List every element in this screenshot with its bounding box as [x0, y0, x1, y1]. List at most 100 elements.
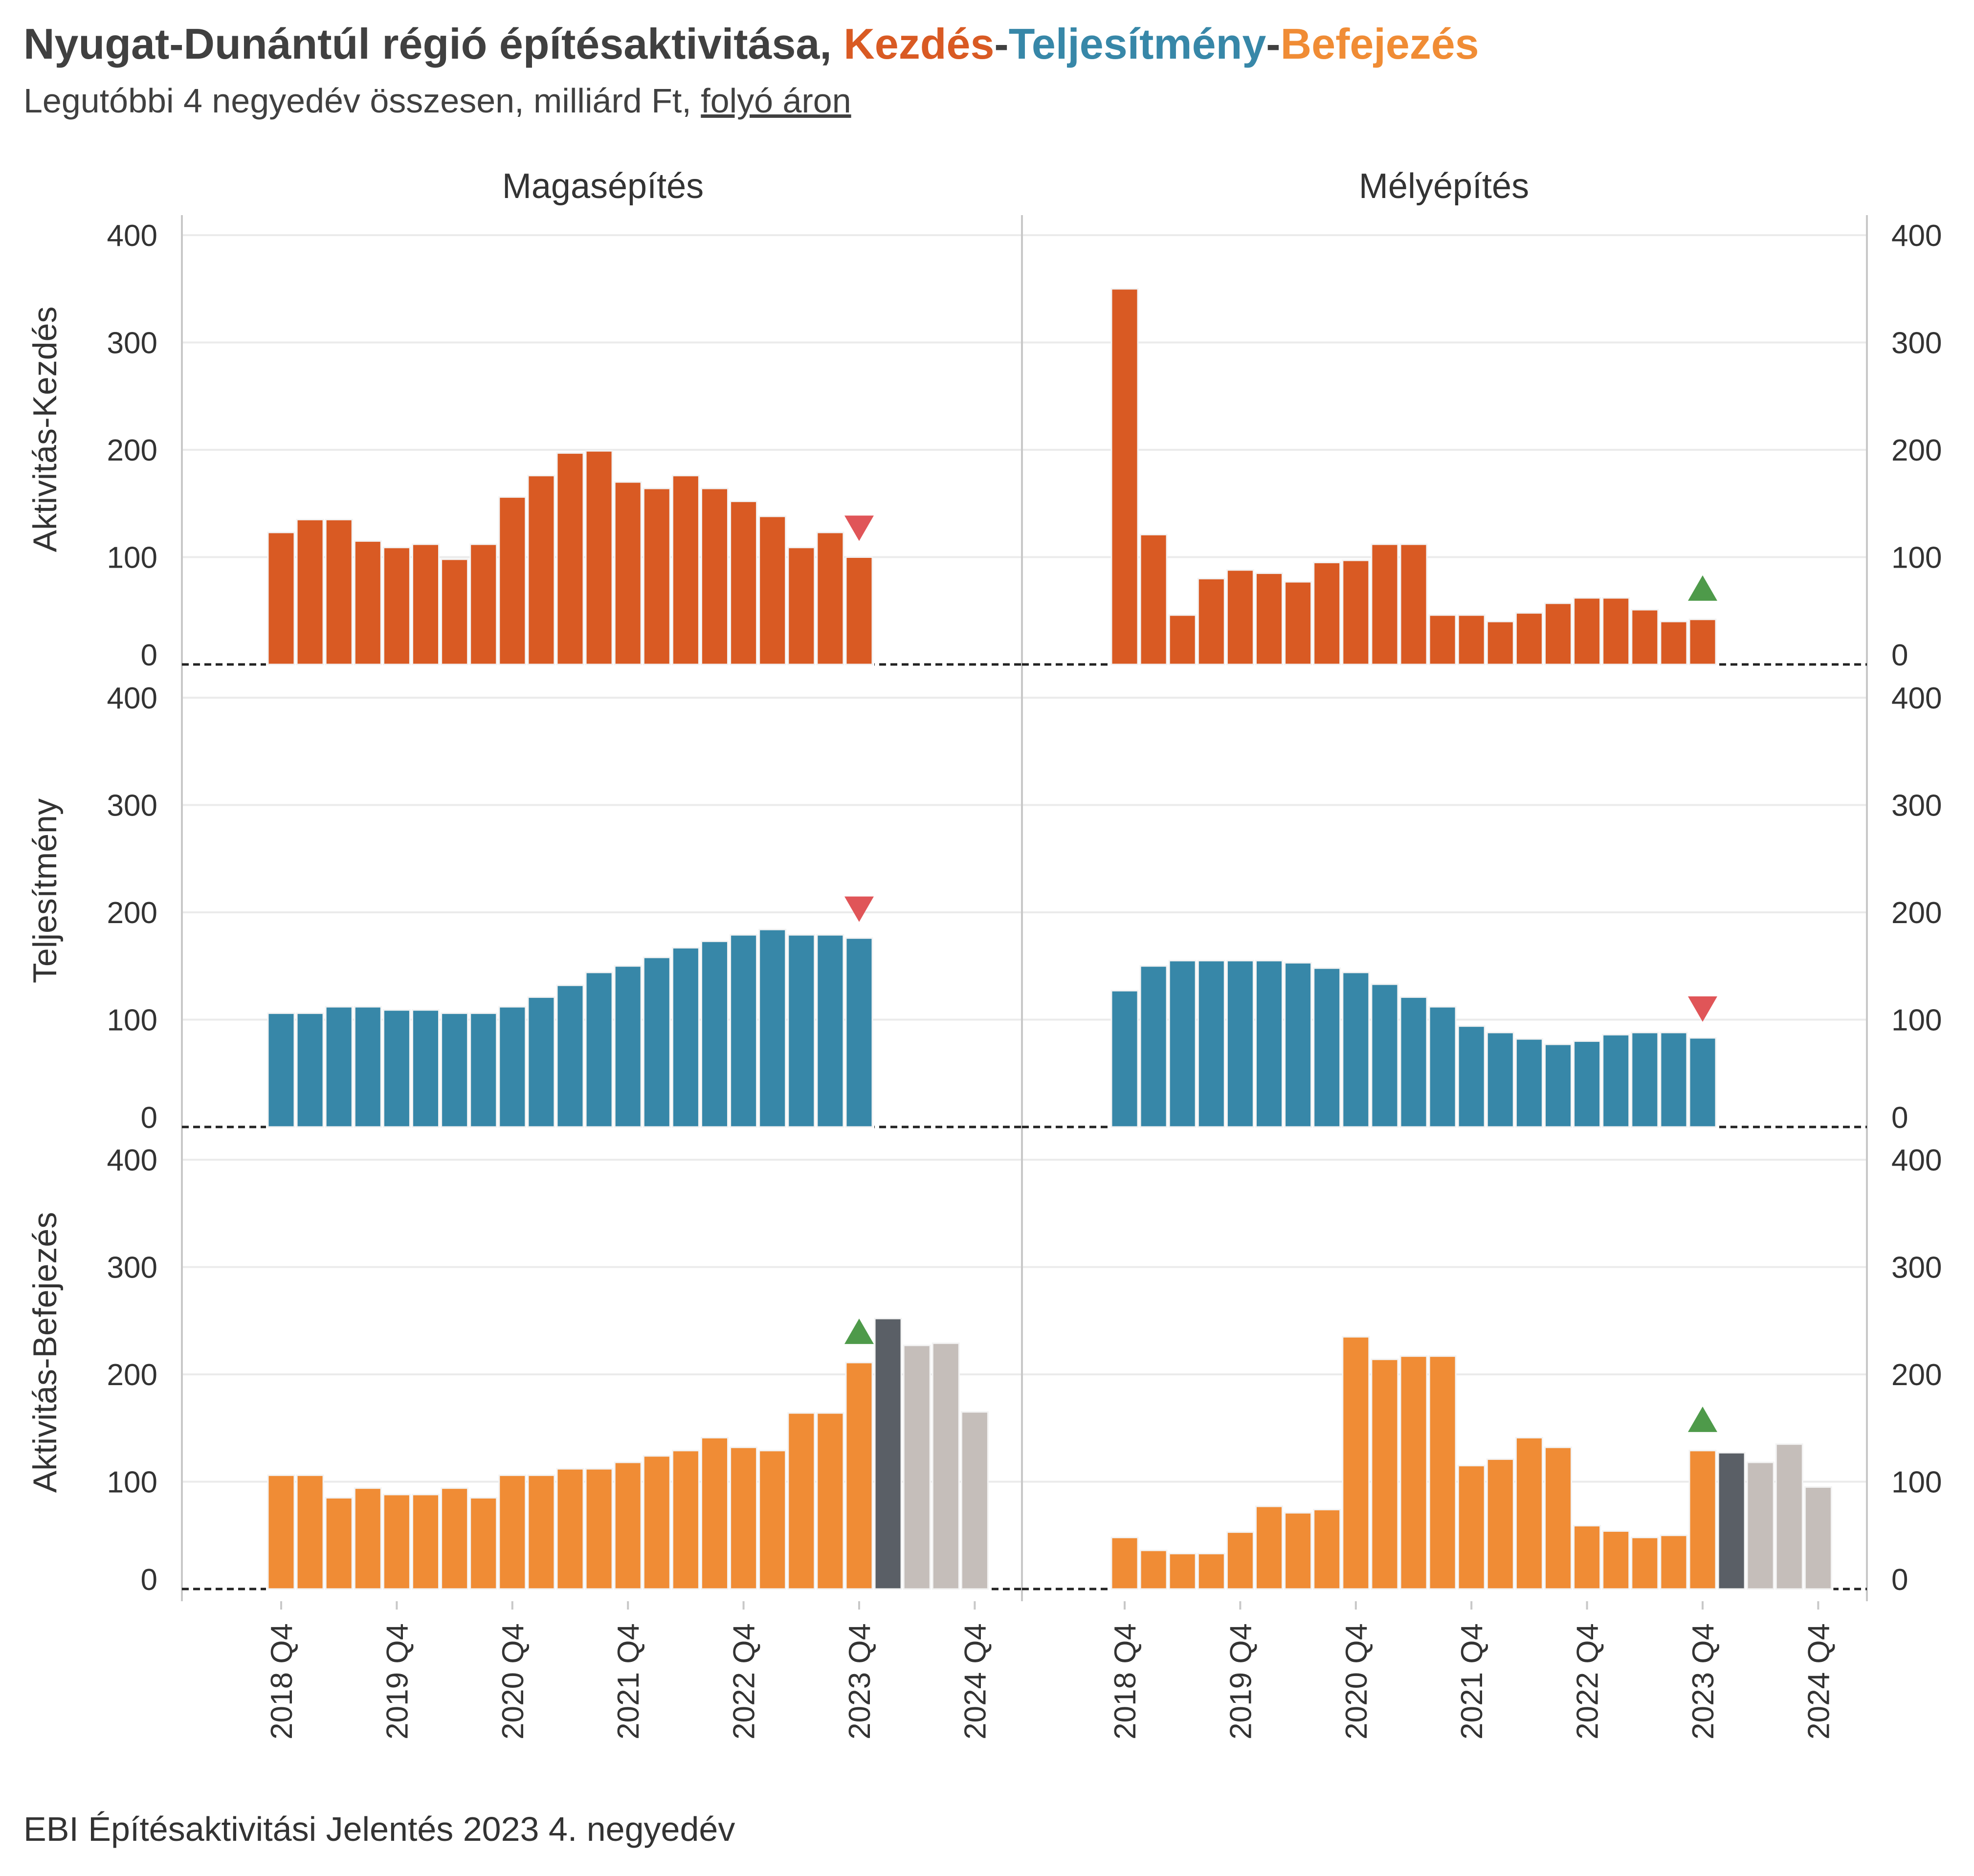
title-sep1: - — [994, 20, 1008, 68]
x-tick-label: 2023 Q4 — [843, 1623, 877, 1740]
forecast-bar — [903, 1345, 931, 1590]
bar — [1515, 1437, 1543, 1590]
bar — [556, 452, 584, 665]
bar — [1457, 1025, 1486, 1128]
forecast-bar — [874, 1318, 902, 1590]
y-tick-label-left: 300 — [107, 1251, 157, 1285]
bar — [1428, 614, 1457, 665]
bar — [845, 556, 873, 665]
bar — [1226, 960, 1254, 1128]
y-tick-label-left: 100 — [107, 1466, 157, 1500]
bar — [325, 1006, 353, 1128]
bar — [354, 540, 382, 665]
bar — [1688, 618, 1717, 665]
bar — [1313, 561, 1341, 665]
bar — [1660, 620, 1688, 665]
y-tick-label-left: 300 — [107, 789, 157, 823]
bar — [1573, 1524, 1601, 1590]
bar — [1486, 1032, 1514, 1128]
x-tick-label: 2020 Q4 — [496, 1623, 530, 1740]
x-tick-label: 2019 Q4 — [1224, 1623, 1258, 1740]
x-tick-label: 2018 Q4 — [265, 1623, 299, 1740]
bar — [527, 1474, 555, 1590]
bar — [787, 934, 816, 1128]
bar — [845, 1362, 873, 1590]
bar — [1457, 614, 1486, 665]
y-tick-label-right: 400 — [1891, 1144, 1942, 1177]
bar — [701, 487, 729, 665]
bar — [1342, 1336, 1370, 1590]
bar — [671, 475, 700, 665]
bar — [614, 965, 642, 1128]
bar — [325, 519, 353, 665]
forecast-bar — [1775, 1443, 1803, 1590]
bar — [296, 1012, 324, 1128]
bar — [1139, 533, 1168, 665]
x-tick-label: 2021 Q4 — [612, 1623, 645, 1740]
bar — [296, 1474, 324, 1590]
bar — [1168, 1553, 1197, 1590]
bar — [1544, 1446, 1572, 1590]
x-tick-label: 2024 Q4 — [1802, 1623, 1836, 1740]
y-tick-label-right: 400 — [1891, 682, 1942, 715]
x-tick-label: 2024 Q4 — [958, 1623, 992, 1740]
forecast-bar — [1746, 1461, 1774, 1590]
forecast-bar — [932, 1342, 960, 1590]
bar — [1197, 577, 1225, 665]
bar — [267, 1474, 295, 1590]
title-befejezes: Befejezés — [1281, 20, 1479, 68]
bar — [382, 1494, 411, 1590]
title-prefix: Nyugat-Dunántúl régió építésaktivitása, — [23, 20, 843, 68]
row-label-befejezes: Aktivitás-Befejezés — [26, 1212, 64, 1493]
bar — [1631, 1537, 1659, 1590]
bar — [527, 996, 555, 1128]
bar — [1688, 1037, 1717, 1128]
y-tick-label-left: 300 — [107, 327, 157, 360]
x-tick-label: 2019 Q4 — [380, 1623, 414, 1740]
bar — [1544, 602, 1572, 665]
bar — [1602, 1034, 1630, 1128]
bar — [1660, 1032, 1688, 1128]
bar — [1168, 960, 1197, 1128]
bar — [614, 481, 642, 665]
x-tick-label: 2020 Q4 — [1340, 1623, 1374, 1740]
bar — [354, 1006, 382, 1128]
bar — [412, 543, 440, 665]
y-tick-label-right: 0 — [1891, 639, 1908, 672]
y-tick-label-right: 200 — [1891, 434, 1942, 467]
up-triangle-marker — [1688, 1406, 1717, 1432]
bar — [1255, 1505, 1283, 1590]
bar — [1399, 996, 1428, 1128]
bar — [787, 547, 816, 665]
bar — [758, 1450, 787, 1590]
bar — [614, 1461, 642, 1590]
bar — [1573, 597, 1601, 665]
bar — [1573, 1040, 1601, 1128]
bar — [382, 1009, 411, 1128]
y-tick-label-right: 100 — [1891, 1004, 1942, 1037]
up-triangle-marker — [844, 1318, 874, 1344]
down-triangle-marker — [844, 515, 874, 541]
bar — [354, 1487, 382, 1590]
bar — [1284, 962, 1312, 1128]
bar — [1110, 288, 1139, 665]
row-label-kezdes: Aktivitás-Kezdés — [26, 307, 64, 552]
bar — [498, 1474, 527, 1590]
x-tick-label: 2023 Q4 — [1686, 1623, 1720, 1740]
facet-label-magasepites: Magasépítés — [502, 167, 704, 206]
bar — [1284, 581, 1312, 665]
bar — [469, 1497, 498, 1590]
bar — [527, 475, 555, 665]
bar — [556, 1468, 584, 1590]
y-tick-label-right: 400 — [1891, 219, 1942, 253]
bar — [1486, 620, 1514, 665]
down-triangle-marker — [844, 896, 874, 922]
bar — [1226, 1531, 1254, 1590]
forecast-bar — [1804, 1486, 1832, 1590]
title-sep2: - — [1266, 20, 1280, 68]
bar — [787, 1412, 816, 1590]
bar — [816, 1412, 844, 1590]
facet-label-melyepites: Mélyépítés — [1359, 167, 1529, 206]
bar — [758, 515, 787, 665]
bar — [1688, 1450, 1717, 1590]
